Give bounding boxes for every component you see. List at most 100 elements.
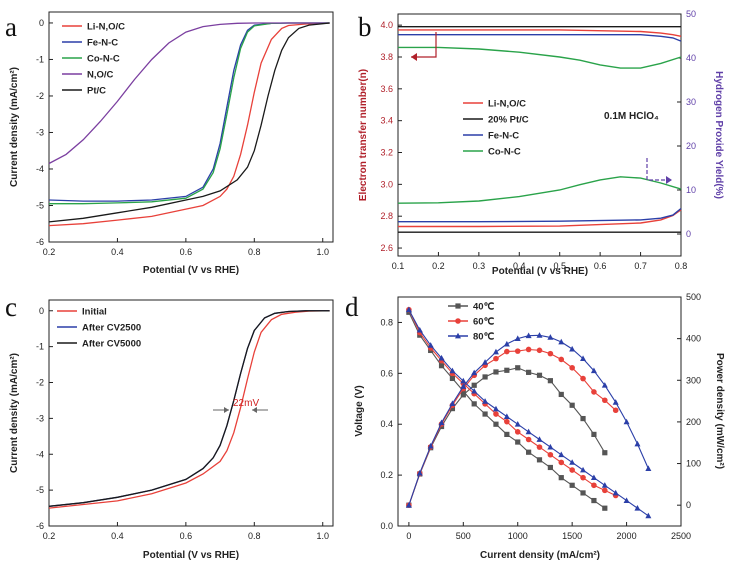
panel-d-voltage-point bbox=[438, 363, 445, 369]
panel-d-power-point bbox=[482, 359, 489, 365]
panel-d-xtick-label: 1500 bbox=[562, 531, 582, 541]
panel-d-voltage-point bbox=[580, 466, 587, 473]
panel-a-legend-label: Co-N-C bbox=[87, 54, 120, 65]
panel-d-voltage-point bbox=[591, 497, 597, 504]
panel-b-xtick-label: 0.2 bbox=[432, 261, 445, 271]
panel-d-y2tick-label: 500 bbox=[686, 292, 701, 302]
panel-d-voltage-point bbox=[602, 505, 608, 511]
panel-d-ytick-label: 0.0 bbox=[380, 521, 393, 531]
panel-a-xtick-label: 0.8 bbox=[248, 247, 261, 257]
panel-d-y2tick-label: 200 bbox=[686, 417, 701, 427]
panel-d-power-point bbox=[602, 397, 608, 404]
panel-b-legend-label: Fe-N-C bbox=[488, 131, 519, 142]
panel-b-ytick-label: 2.8 bbox=[380, 211, 393, 221]
panel-d-legend-label: 80℃ bbox=[473, 332, 495, 343]
panel-d-voltage-point bbox=[405, 306, 412, 313]
panel-c-xtick-label: 0.2 bbox=[43, 531, 56, 541]
panel-a-ytick-label: -1 bbox=[36, 54, 44, 64]
panel-d-ytick-label: 0.6 bbox=[380, 368, 393, 378]
panel-d-power-point bbox=[536, 332, 543, 338]
panel-b-legend-label: Co-N-C bbox=[488, 147, 521, 158]
panel-d-xlabel: Current density (mA/cm²) bbox=[480, 550, 600, 561]
panel-d-voltage-point bbox=[503, 413, 510, 419]
panel-d-voltage-point bbox=[558, 475, 564, 481]
panel-a-series-line bbox=[48, 22, 330, 165]
panel-c-arrowhead-right bbox=[252, 407, 257, 413]
panel-d-power-point bbox=[482, 374, 488, 380]
panel-c-frame bbox=[48, 299, 334, 527]
panel-a-ylabel: Current density (mA/cm²) bbox=[9, 67, 20, 187]
panel-a-xtick-label: 0.6 bbox=[180, 247, 193, 257]
panel-c-ytick-label: -1 bbox=[36, 342, 44, 352]
panel-d-legend-label: 60℃ bbox=[473, 317, 495, 328]
panel-b-ytick-label: 3.0 bbox=[380, 179, 393, 189]
panel-d-power-point bbox=[460, 392, 466, 398]
panel-d-voltage-point bbox=[536, 457, 543, 463]
panel-d-power-point bbox=[569, 402, 575, 408]
panel-label-b: b bbox=[358, 12, 372, 42]
panel-b-y2tick-label: 40 bbox=[686, 53, 696, 63]
panel-c-ylabel: Current density (mA/cm²) bbox=[9, 353, 20, 473]
panel-b-xtick-label: 0.7 bbox=[634, 261, 647, 271]
panel-d-y2tick-label: 300 bbox=[686, 375, 701, 385]
panel-d-power-point bbox=[515, 365, 521, 371]
panel-d-voltage-line bbox=[408, 309, 616, 496]
panel-c-shift-label: 22mV bbox=[233, 398, 259, 409]
panel-b-electrolyte-note: 0.1M HClO₄ bbox=[604, 111, 659, 122]
panel-b-y2tick-label: 50 bbox=[686, 9, 696, 19]
panel-d-power-point bbox=[525, 332, 532, 339]
panel-d-power-point bbox=[536, 347, 543, 354]
panel-d-voltage-point bbox=[591, 482, 597, 489]
panel-d-power-point bbox=[536, 372, 543, 378]
panel-c-xtick-label: 0.8 bbox=[248, 531, 261, 541]
panel-b-left-axis-arrow bbox=[411, 32, 437, 58]
panel-d-voltage-point bbox=[601, 482, 608, 488]
panel-d-voltage-point bbox=[569, 482, 575, 488]
panel-c-xtick-label: 1.0 bbox=[316, 531, 329, 541]
panel-d-power-point bbox=[449, 405, 456, 412]
panel-b-xlabel: Potential (V vs RHE) bbox=[492, 266, 588, 277]
panel-d-voltage-point bbox=[558, 451, 565, 458]
panel-b-n-line bbox=[398, 29, 682, 37]
panel-b-xtick-label: 0.1 bbox=[392, 261, 405, 271]
panel-b-legend-label: 20% Pt/C bbox=[488, 115, 529, 126]
panel-d-voltage-point bbox=[623, 497, 630, 503]
panel-c-ytick-label: -6 bbox=[36, 521, 44, 531]
panel-d-power-point bbox=[645, 465, 652, 471]
panel-d-xtick-label: 0 bbox=[406, 531, 411, 541]
panel-d-power-point bbox=[591, 389, 597, 395]
panel-c-arrowhead-left bbox=[224, 407, 229, 413]
panel-d-voltage-point bbox=[493, 411, 499, 417]
panel-d-ylabel-right: Power density (mW/cm²) bbox=[714, 353, 725, 469]
panel-d-power-point bbox=[503, 340, 510, 347]
panel-d-voltage-point bbox=[580, 490, 586, 496]
panel-c-xtick-label: 0.6 bbox=[180, 531, 193, 541]
panel-d-power-point bbox=[471, 369, 478, 376]
panel-b-xtick-label: 0.6 bbox=[594, 261, 607, 271]
panel-d-power-point bbox=[569, 345, 576, 352]
panel-d-power-point bbox=[416, 469, 423, 476]
panel-b-n-line bbox=[398, 46, 682, 69]
panel-d-y2tick-label: 0 bbox=[686, 500, 691, 510]
panel-d-power-point bbox=[580, 375, 586, 382]
panel-d-power-point bbox=[602, 450, 608, 456]
panel-d-power-point bbox=[580, 415, 586, 422]
panel-d-voltage-point bbox=[427, 342, 434, 348]
panel-d-voltage-point bbox=[416, 326, 423, 333]
panel-b-rrde-chart: 0.1 0.2 0.3 0.4 0.5 0.6 0.7 0.8 2.6 2.8 3.0 3.2 3.4 3… bbox=[358, 9, 724, 277]
panel-b-right-axis-arrow bbox=[646, 158, 672, 181]
panel-a-ytick-label: -5 bbox=[36, 200, 44, 210]
panel-b-ytick-label: 3.4 bbox=[380, 116, 393, 126]
panel-a-legend-label: Fe-N-C bbox=[87, 38, 118, 49]
panel-b-y2tick-label: 30 bbox=[686, 97, 696, 107]
panel-d-legend-marker bbox=[455, 303, 461, 309]
panel-b-ytick-label: 2.6 bbox=[380, 243, 393, 253]
panel-d-legend-marker bbox=[455, 332, 461, 339]
panel-d-y2tick-label: 400 bbox=[686, 334, 701, 344]
panel-b-y2tick-label: 20 bbox=[686, 141, 696, 151]
panel-d-power-point bbox=[547, 378, 553, 384]
panel-d-power-point bbox=[601, 382, 608, 388]
panel-b-y2tick-label: 10 bbox=[686, 185, 696, 195]
panel-b-right-arrowhead bbox=[666, 176, 672, 184]
panel-d-y2tick-label: 100 bbox=[686, 459, 701, 469]
